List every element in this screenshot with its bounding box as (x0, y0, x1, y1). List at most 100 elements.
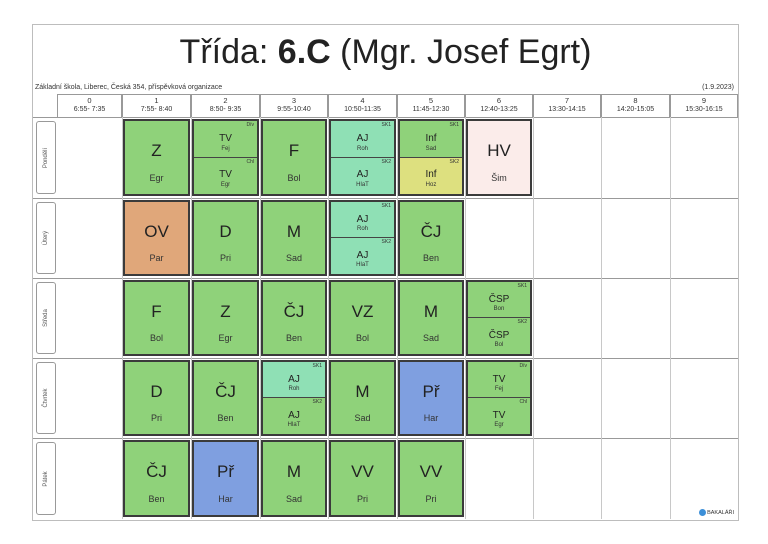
lesson-teacher: Egr (494, 422, 504, 429)
lesson-teacher: Šim (491, 173, 507, 183)
lesson-cell[interactable]: Př Har (398, 360, 464, 436)
lesson-cell[interactable]: SK1 AJ Roh SK2 AJ HlaT (329, 119, 396, 196)
lesson-cell[interactable]: F Bol (123, 280, 190, 356)
lesson-cell[interactable]: D Pri (123, 360, 190, 436)
day-tab: Úterý (36, 202, 56, 274)
lesson-subject: AJ (356, 169, 369, 181)
day-label: Středa (43, 309, 49, 327)
column-separator (533, 117, 534, 519)
lesson-group: SK1 ČSP Bon (468, 282, 530, 318)
lesson-group: SK1 AJ Roh (331, 121, 394, 158)
lesson-cell[interactable]: ČJ Ben (261, 280, 327, 356)
lesson-cell[interactable]: SK1 AJ Roh SK2 AJ HlaT (261, 360, 327, 436)
bakalari-logo: BAKALÁŘI (699, 509, 734, 516)
hour-time: 14:20-15:05 (616, 106, 655, 113)
lesson-subject: AJ (356, 249, 369, 261)
lesson-subject: Inf (425, 169, 437, 181)
hour-header: 3 9:55-10:40 (260, 94, 328, 117)
lesson-cell[interactable]: ČJ Ben (192, 360, 259, 436)
lesson-teacher: Pri (425, 494, 437, 504)
lesson-group-name: SK2 (381, 158, 391, 165)
lesson-subject: VV (351, 462, 374, 481)
day-tab: Pondělí (36, 121, 56, 194)
lesson-teacher: Pri (220, 253, 231, 263)
lesson-group: SK2 AJ HlaT (263, 398, 325, 434)
lesson-cell[interactable]: M Sad (261, 440, 327, 517)
hour-header: 8 14:20-15:05 (601, 94, 670, 117)
lesson-teacher: Har (423, 413, 439, 423)
lesson-subject: Př (217, 462, 234, 481)
lesson-teacher: Egr (218, 333, 233, 343)
lesson-cell[interactable]: VV Pri (398, 440, 464, 517)
lesson-cell[interactable]: ČJ Ben (398, 200, 464, 276)
lesson-cell[interactable]: Dív TV Fej Chl TV Egr (192, 119, 259, 196)
lesson-cell[interactable]: Z Egr (123, 119, 190, 196)
bakalari-logo-icon (699, 509, 707, 516)
lesson-subject: ČSP (488, 329, 510, 341)
lesson-subject: Z (220, 302, 231, 321)
hour-number: 7 (564, 96, 570, 105)
lesson-subject: TV (219, 132, 232, 144)
day-row (33, 278, 738, 358)
lesson-group-name: SK2 (381, 239, 391, 245)
lesson-cell[interactable]: Př Har (192, 440, 259, 517)
lesson-cell[interactable]: D Pri (192, 200, 259, 276)
hour-time: 15:30-16:15 (685, 106, 723, 113)
lesson-cell[interactable]: M Sad (329, 360, 396, 436)
hour-header: 2 8:50- 9:35 (191, 94, 260, 117)
lesson-teacher: Roh (356, 145, 368, 152)
lesson-cell[interactable]: SK1 AJ Roh SK2 AJ HlaT (329, 200, 396, 276)
lesson-teacher: Bol (355, 333, 369, 343)
hour-header: 0 6:55- 7:35 (57, 94, 122, 117)
lesson-teacher: Ben (422, 253, 439, 263)
lesson-teacher: Bol (149, 333, 163, 343)
hour-header: 7 13:30-14:15 (533, 94, 601, 117)
lesson-teacher: Ben (217, 413, 234, 423)
lesson-subject: D (219, 222, 232, 241)
lesson-cell[interactable]: M Sad (261, 200, 327, 276)
lesson-group: SK1 Inf Sad (400, 121, 462, 158)
lesson-teacher: Sad (354, 413, 371, 423)
lesson-subject: VV (419, 462, 443, 481)
lesson-subject: HV (487, 141, 511, 160)
lesson-subject: M (286, 222, 302, 241)
hour-number: 2 (223, 96, 228, 105)
lesson-cell[interactable]: M Sad (398, 280, 464, 356)
lesson-cell[interactable]: VV Pri (329, 440, 396, 517)
day-label: Čtvrtek (43, 388, 49, 408)
day-label: Úterý (43, 230, 49, 246)
column-separator (122, 117, 123, 519)
lesson-group: SK2 AJ HlaT (331, 238, 394, 274)
lesson-cell[interactable]: VZ Bol (329, 280, 396, 356)
lesson-group-name: SK2 (449, 158, 459, 165)
hour-number: 3 (291, 96, 297, 105)
lesson-teacher: Pri (357, 494, 368, 504)
lesson-teacher: Par (149, 253, 164, 263)
lesson-group-name: Chl (519, 399, 527, 405)
lesson-group-name: SK1 (381, 122, 391, 128)
lesson-teacher: Har (218, 494, 233, 504)
lesson-cell[interactable]: SK1 ČSP Bon SK2 ČSP Bol (466, 280, 532, 356)
hour-header: 6 12:40-13:25 (465, 94, 533, 117)
timetable-grid: 0 6:55- 7:35 1 7:55- 8:40 2 8:50- 9:35 3 9:55-1… (33, 25, 738, 520)
lesson-subject: ČJ (420, 222, 442, 241)
lesson-cell[interactable]: ČJ Ben (123, 440, 190, 517)
hour-time: 13:30-14:15 (548, 106, 586, 113)
lesson-cell[interactable]: Dív TV Fej Chl TV Egr (466, 360, 532, 436)
lesson-cell[interactable]: F Bol (261, 119, 327, 196)
day-row (33, 117, 738, 198)
lesson-group-name: SK1 (381, 203, 391, 209)
lesson-subject: D (150, 382, 163, 401)
lesson-cell[interactable]: HV Šim (466, 119, 532, 196)
lesson-cell[interactable]: SK1 Inf Sad SK2 Inf Hoz (398, 119, 464, 196)
hour-number: 5 (428, 96, 434, 105)
lesson-teacher: Sad (285, 494, 302, 504)
lesson-group-name: SK2 (312, 399, 322, 405)
lesson-subject: ČJ (283, 302, 305, 321)
timetable-page: Třída: 6.C (Mgr. Josef Egrt) Základní šk… (32, 24, 739, 521)
lesson-cell[interactable]: OV Par (123, 200, 190, 276)
lesson-teacher: Bol (287, 173, 301, 183)
lesson-group-name: SK2 (517, 319, 527, 325)
lesson-cell[interactable]: Z Egr (192, 280, 259, 356)
lesson-teacher: HlaT (356, 262, 369, 269)
